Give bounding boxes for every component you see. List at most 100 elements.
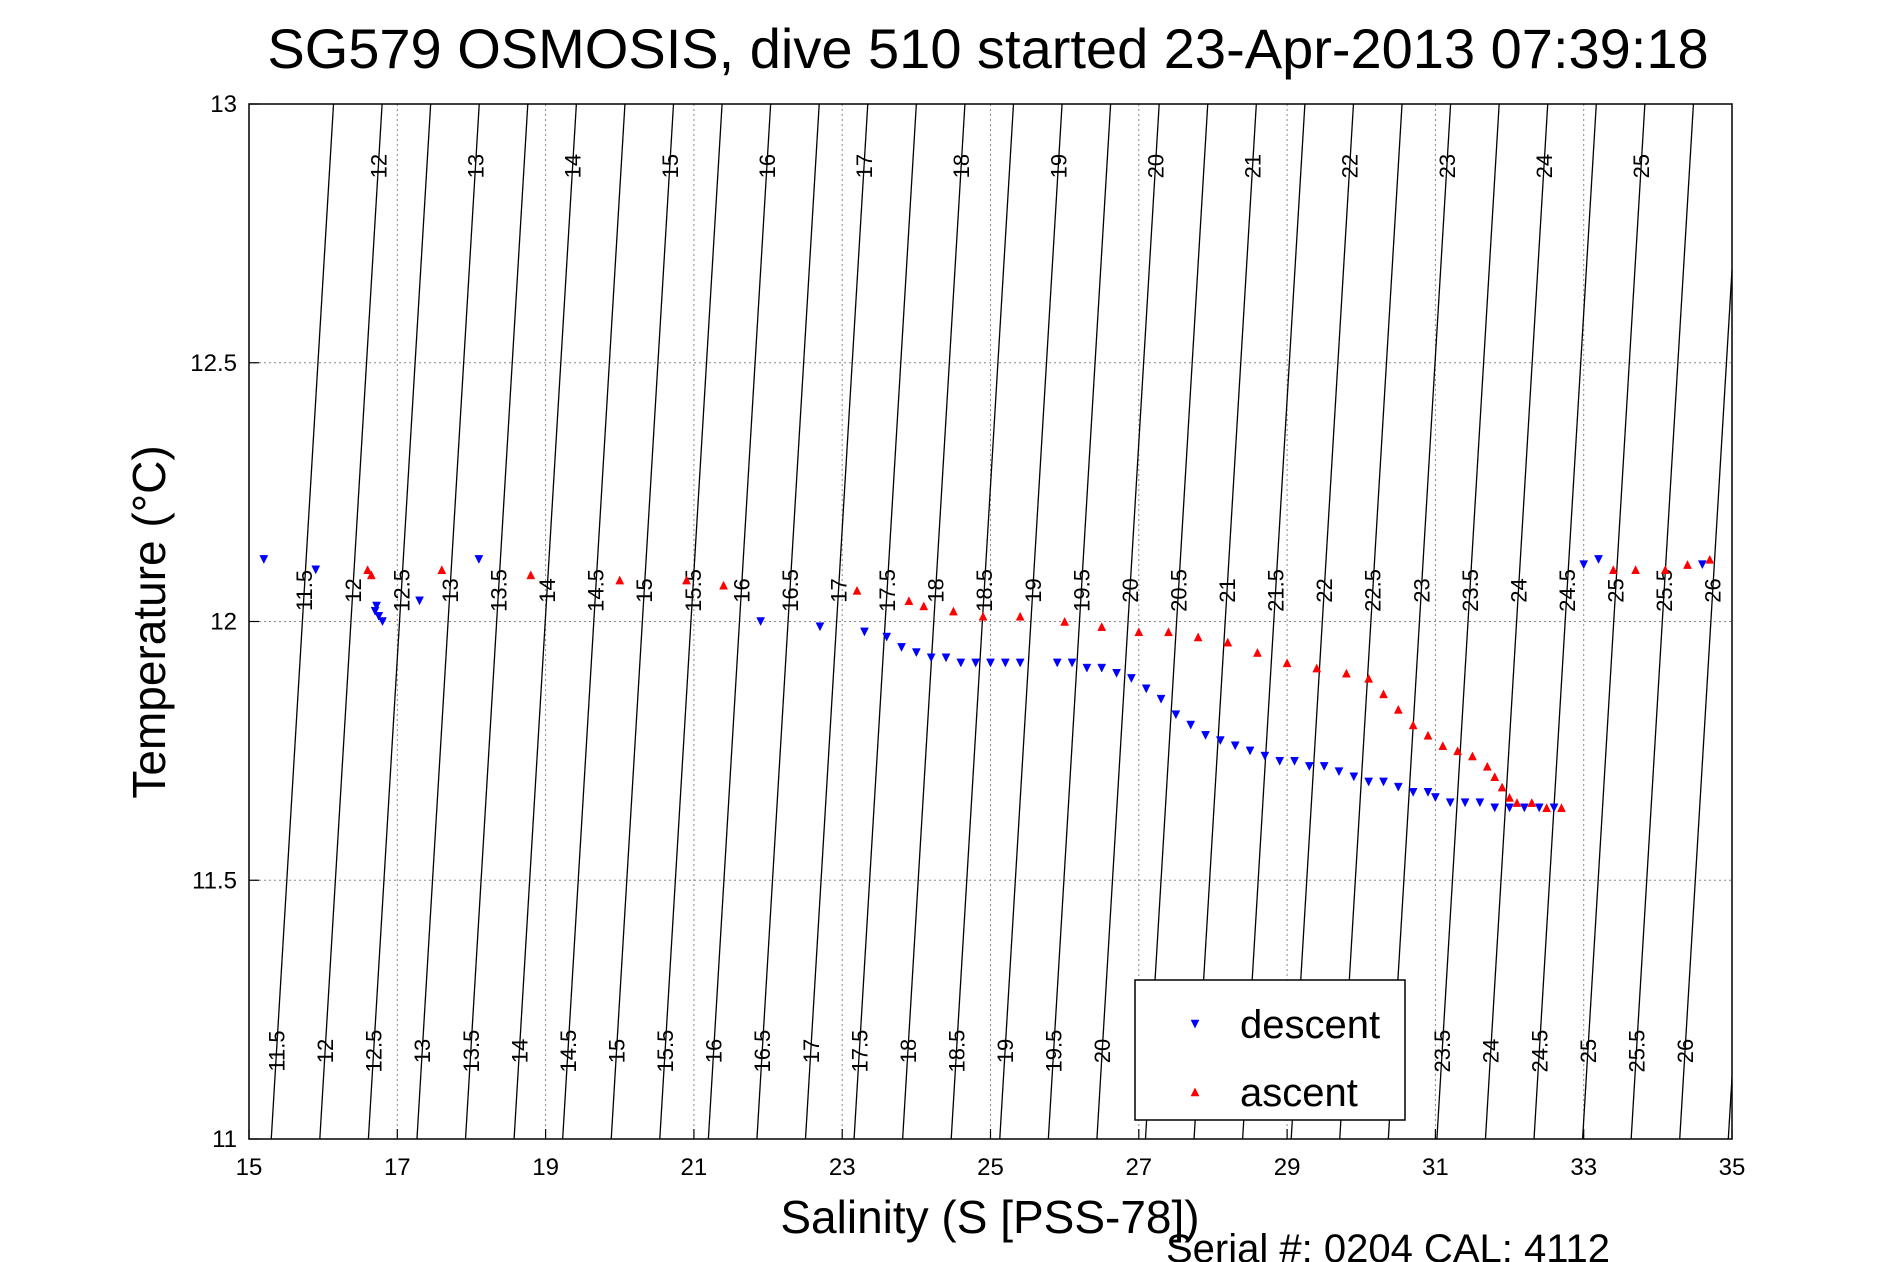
x-tick-label: 19 <box>532 1154 559 1181</box>
density-contour-label: 22.5 <box>1361 569 1386 612</box>
descent-point <box>897 643 906 652</box>
density-contour-label: 20 <box>1143 154 1168 178</box>
x-tick-label: 33 <box>1570 1154 1597 1181</box>
descent-point <box>1460 798 1470 808</box>
density-contour-line <box>853 104 917 1139</box>
density-contour-label: 24 <box>1479 1039 1504 1063</box>
descent-point <box>1379 777 1388 787</box>
descent-point <box>1230 741 1240 751</box>
density-contour-label: 22 <box>1312 578 1337 602</box>
legend-label-ascent: ascent <box>1240 1071 1358 1115</box>
density-contour-label: 21.5 <box>1264 569 1289 612</box>
ascent-point <box>1253 647 1262 657</box>
ascent-point <box>526 570 536 580</box>
ascent-point <box>904 596 914 606</box>
ascent-point <box>1060 616 1070 626</box>
ascent-point <box>719 580 728 590</box>
density-contour-line <box>1630 104 1695 1139</box>
density-contour-line <box>367 104 432 1139</box>
density-contour-label: 16.5 <box>778 569 803 612</box>
density-contour-label: 20.5 <box>1166 569 1191 612</box>
descent-point <box>1015 658 1025 668</box>
descent-point <box>1126 674 1136 683</box>
ascent-point <box>1608 565 1618 574</box>
density-contour-line <box>659 104 723 1139</box>
y-axis-ticks: 11 11.5 12 12.5 13 <box>190 91 259 1153</box>
density-contour-label: 26 <box>1701 578 1726 602</box>
ascent-point <box>1408 720 1418 730</box>
density-contour-line <box>950 104 1015 1139</box>
series-ascent <box>363 554 1715 813</box>
density-contour-line <box>1727 1066 1732 1139</box>
ascent-point <box>978 611 988 621</box>
density-contour-label: 25 <box>1629 154 1654 178</box>
density-contour-label: 25.5 <box>1624 1030 1649 1073</box>
ascent-point <box>1164 627 1173 637</box>
ascent-point <box>1660 565 1670 574</box>
density-contour-label: 12 <box>341 578 366 602</box>
density-contour-line <box>1144 104 1209 1139</box>
ascent-point <box>1379 689 1388 699</box>
density-contour-label: 22 <box>1338 154 1363 178</box>
ascent-point <box>1542 803 1552 813</box>
density-contour-label: 24 <box>1532 154 1557 178</box>
descent-point <box>372 601 381 611</box>
ascent-point <box>1557 803 1566 813</box>
ascent-point <box>1223 637 1233 647</box>
ascent-point <box>1468 751 1477 761</box>
density-contour-label: 12 <box>366 154 391 178</box>
density-contour-label: 23.5 <box>1458 569 1483 612</box>
density-contour-label: 14 <box>561 154 586 178</box>
density-contour-label: 25 <box>1604 578 1629 602</box>
descent-point <box>1534 803 1544 813</box>
y-axis-label: Temperature (°C) <box>123 445 175 798</box>
ascent-point <box>1312 663 1322 673</box>
x-tick-label: 15 <box>236 1154 263 1181</box>
descent-point <box>1067 658 1077 668</box>
ascent-point <box>919 601 929 611</box>
density-contour-label: 24.5 <box>1555 569 1580 612</box>
density-contour-line <box>756 104 820 1139</box>
ascent-point <box>1683 560 1692 569</box>
descent-point <box>815 622 825 632</box>
ascent-point <box>1342 668 1351 678</box>
x-tick-label: 21 <box>681 1154 708 1181</box>
descent-point <box>956 658 966 668</box>
descent-point <box>1549 803 1559 813</box>
density-contour-line <box>270 104 335 1139</box>
density-contour-line <box>1290 104 1355 1139</box>
descent-point <box>1052 658 1062 668</box>
density-contours <box>270 104 1732 1139</box>
descent-point <box>311 565 321 575</box>
ascent-point <box>1497 782 1507 792</box>
density-contour-label: 17.5 <box>847 1030 872 1073</box>
descent-point <box>1097 663 1107 673</box>
descent-point <box>971 658 981 668</box>
ascent-point <box>363 565 373 574</box>
ascent-point <box>437 565 447 574</box>
density-contour-label: 23 <box>1435 154 1460 178</box>
ascent-point <box>682 575 691 585</box>
x-tick-label: 29 <box>1274 1154 1301 1181</box>
ascent-point <box>1393 704 1403 714</box>
ascent-point <box>1527 798 1537 807</box>
density-contour-label: 24.5 <box>1527 1030 1552 1073</box>
descent-point <box>911 648 921 658</box>
density-contour-line <box>464 104 529 1139</box>
x-axis-ticks: 15 17 19 21 23 25 27 29 31 33 35 <box>236 1129 1745 1181</box>
descent-point <box>1430 793 1440 803</box>
descent-point <box>756 617 766 627</box>
density-contour-label: 11.5 <box>292 570 317 611</box>
density-contour-label: 13.5 <box>459 1030 484 1073</box>
density-contour-label: 14 <box>535 578 560 602</box>
descent-point <box>1490 803 1500 813</box>
density-contour-line <box>901 104 966 1139</box>
ascent-point <box>1482 761 1492 771</box>
descent-point <box>1349 772 1359 782</box>
descent-point <box>1215 736 1225 746</box>
descent-point <box>941 653 951 663</box>
descent-point <box>1141 684 1151 694</box>
density-contour-line <box>1241 104 1306 1139</box>
y-tick-label: 12 <box>210 609 237 636</box>
density-contour-line <box>610 104 675 1139</box>
